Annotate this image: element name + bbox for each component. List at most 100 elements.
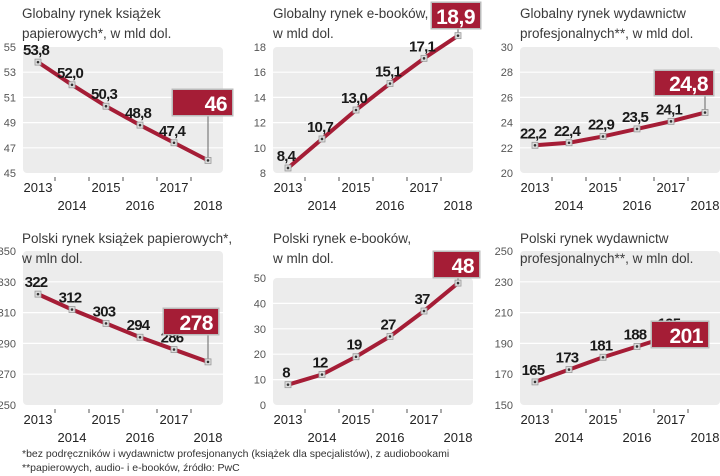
- x-tick-label: 2018: [691, 430, 720, 445]
- data-point-center: [456, 281, 460, 285]
- x-tick-label: 2014: [58, 430, 87, 445]
- data-label: 48,8: [125, 105, 151, 122]
- data-label: 173: [556, 350, 579, 367]
- x-tick-label: 2013: [24, 412, 53, 427]
- x-tick-label: 2015: [342, 412, 371, 427]
- x-tick-label: 2017: [410, 412, 439, 427]
- y-tick-label: 8: [260, 168, 266, 180]
- data-label: 15,1: [375, 64, 401, 81]
- x-tick-label: 2015: [92, 412, 121, 427]
- callout-box: [173, 90, 232, 115]
- x-tick-label: 2013: [521, 180, 550, 195]
- chart-4: Polski rynek książek papierowych*, w mln …: [0, 231, 232, 445]
- y-tick-label: 12: [254, 118, 266, 130]
- data-label: 47,4: [159, 123, 186, 140]
- chart-title-line-1: Globalny rynek książek: [22, 6, 161, 21]
- x-tick-label: 2018: [444, 430, 473, 445]
- y-tick-label: 210: [495, 308, 513, 320]
- data-point-center: [320, 137, 324, 141]
- y-tick-label: 16: [254, 67, 266, 79]
- x-tick-label: 2018: [194, 198, 223, 213]
- data-point-center: [138, 123, 142, 127]
- y-tick-label: 40: [254, 298, 266, 310]
- x-tick-label: 2014: [58, 198, 87, 213]
- data-point-center: [36, 292, 40, 296]
- series-line: [36, 60, 210, 163]
- y-tick-label: 18: [254, 42, 266, 54]
- x-tick-label: 2015: [589, 180, 618, 195]
- x-tick-label: 2014: [555, 198, 584, 213]
- data-point-center: [286, 166, 290, 170]
- callout-value: 18,9: [436, 6, 475, 29]
- x-tick-label: 2013: [274, 180, 303, 195]
- chart-title-line-2: profesjonalnych**, w mln dol.: [520, 251, 693, 266]
- data-label: 188: [624, 326, 647, 343]
- chart-title-line-1: Globalny rynek e-booków,: [273, 6, 428, 21]
- series-line: [533, 110, 707, 148]
- series-line: [36, 292, 210, 364]
- data-point-center: [567, 141, 571, 145]
- y-tick-label: 190: [495, 338, 513, 350]
- x-tick-label: 2015: [92, 180, 121, 195]
- callout-value: 201: [669, 325, 703, 348]
- series-line: [286, 281, 460, 387]
- x-tick-label: 2017: [160, 180, 189, 195]
- y-tick-label: 45: [4, 168, 16, 180]
- data-point-center: [567, 368, 571, 371]
- data-label: 181: [590, 337, 613, 354]
- footnote-1: *bez podręczników i wydawnictw profesjon…: [22, 448, 449, 460]
- x-tick-label: 2013: [24, 180, 53, 195]
- y-tick-label: 310: [0, 308, 16, 320]
- data-label: 24,1: [656, 101, 682, 118]
- data-label: 50,3: [91, 86, 117, 103]
- y-tick-label: 49: [4, 118, 16, 130]
- data-point-center: [388, 82, 392, 85]
- x-tick-label: 2016: [126, 198, 155, 213]
- data-label: 294: [127, 317, 151, 334]
- data-point-center: [70, 308, 74, 311]
- data-label: 10,7: [307, 119, 333, 136]
- data-label: 322: [25, 274, 48, 291]
- y-tick-label: 22: [501, 143, 513, 155]
- y-tick-label: 10: [254, 375, 266, 387]
- data-label: 22,2: [520, 125, 546, 142]
- data-label: 303: [93, 303, 116, 320]
- y-tick-label: 250: [495, 246, 513, 258]
- y-tick-label: 0: [260, 400, 266, 412]
- y-tick-label: 270: [0, 369, 16, 381]
- data-point-center: [388, 335, 392, 338]
- data-point-center: [533, 143, 537, 147]
- y-tick-label: 250: [0, 400, 16, 412]
- chart-title-line-1: Globalny rynek wydawnictw: [520, 6, 686, 21]
- chart-title-line-2: w mln dol.: [272, 251, 334, 266]
- data-point-center: [286, 383, 290, 386]
- y-tick-label: 30: [254, 324, 266, 336]
- x-tick-label: 2017: [410, 180, 439, 195]
- data-point-center: [703, 111, 707, 114]
- y-tick-label: 53: [4, 67, 16, 79]
- x-tick-label: 2016: [623, 198, 652, 213]
- data-point-center: [635, 345, 639, 348]
- data-label: 27: [380, 316, 396, 333]
- y-tick-label: 330: [0, 277, 16, 289]
- plot-area: [520, 47, 720, 173]
- data-point-center: [70, 83, 74, 87]
- data-point-center: [422, 57, 426, 60]
- data-label: 22,9: [588, 116, 614, 133]
- callout-box: [164, 309, 218, 334]
- x-tick-label: 2015: [589, 412, 618, 427]
- x-tick-label: 2017: [160, 412, 189, 427]
- y-tick-label: 47: [4, 143, 16, 155]
- x-tick-label: 2018: [444, 198, 473, 213]
- chart-6: Polski rynek wydawnictw profesjonalnych**…: [495, 231, 720, 445]
- data-label: 17,1: [409, 38, 435, 55]
- callout-value: 48: [452, 255, 475, 278]
- data-point-center: [635, 127, 639, 131]
- data-point-center: [138, 335, 142, 339]
- chart-2: Globalny rynek e-booków, w mld dol. 18 16 14…: [254, 1, 482, 213]
- callout-value: 278: [179, 312, 213, 335]
- y-tick-label: 55: [4, 42, 16, 54]
- data-label: 53,8: [23, 42, 49, 59]
- x-tick-label: 2016: [126, 430, 155, 445]
